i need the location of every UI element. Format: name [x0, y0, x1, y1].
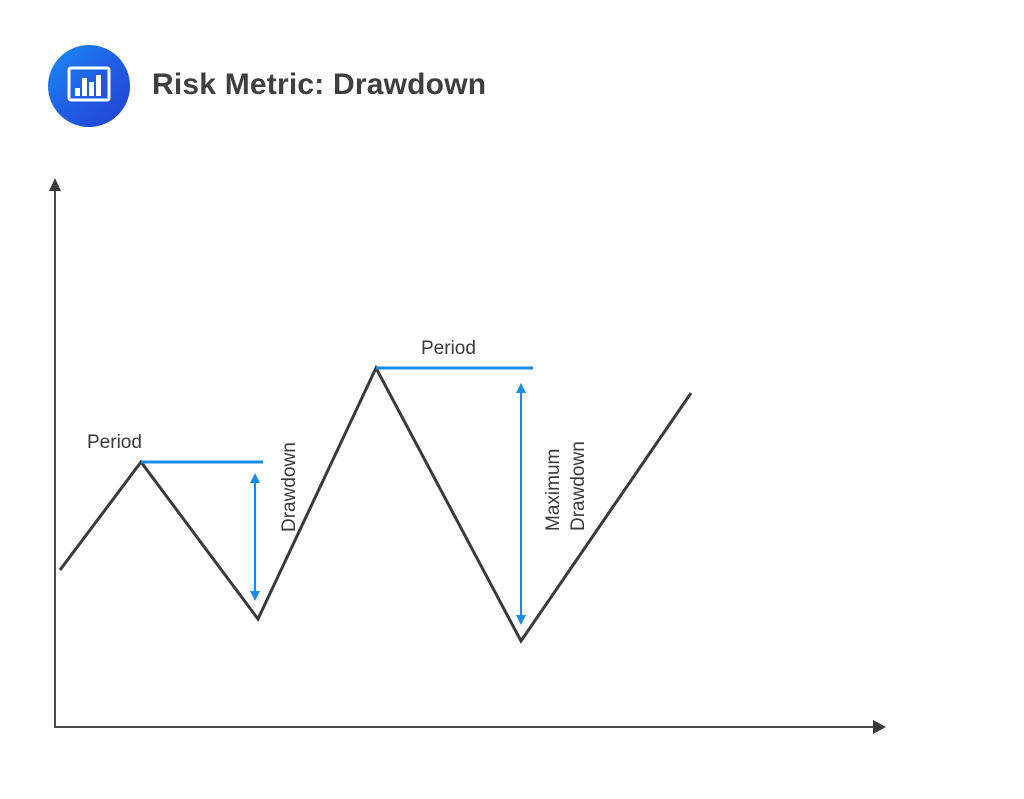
- y-axis: [49, 178, 61, 727]
- drawdown-label: Drawdown: [279, 442, 300, 532]
- x-axis: [54, 720, 886, 734]
- max-drawdown-label-line2: Drawdown: [568, 441, 589, 531]
- bar-chart-icon: [48, 45, 130, 127]
- y-axis-arrow-icon: [49, 178, 61, 191]
- period-label-1: Period: [87, 432, 142, 453]
- max-drawdown-label-line1: Maximum: [543, 449, 564, 531]
- price-line: [58, 364, 693, 644]
- x-axis-arrow-icon: [873, 720, 886, 734]
- page-title: Risk Metric: Drawdown: [152, 68, 487, 101]
- header: Risk Metric: Drawdown: [0, 0, 1024, 140]
- period-label-2: Period: [421, 338, 476, 359]
